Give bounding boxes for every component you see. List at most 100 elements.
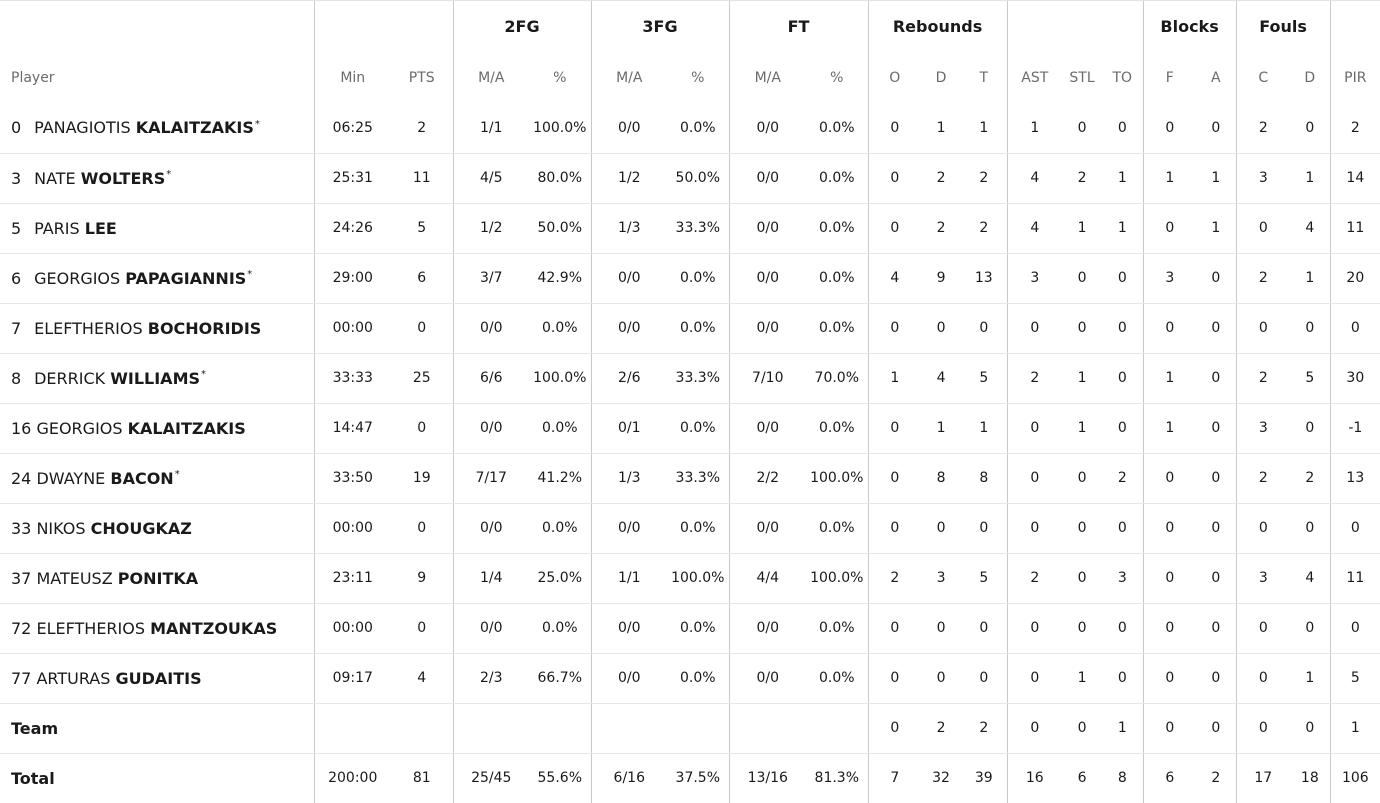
cell-to: 1 — [1102, 153, 1144, 204]
cell-reb-d: 32 — [932, 770, 950, 787]
cell-reb-o: 0 — [867, 653, 922, 704]
player-row: 72 ELEFTHERIOS MANTZOUKAS 00:00 0 0/0 0.0% 0/… — [0, 603, 1380, 654]
col-header-player: Player — [11, 69, 55, 86]
cell-blk-f: 0 — [1142, 503, 1197, 554]
starter-marker: * — [174, 469, 180, 481]
cell-pir: -1 — [1329, 403, 1380, 454]
cell-blk-a: 0 — [1196, 103, 1237, 154]
player-cell[interactable]: 8 DERRICK WILLIAMS* — [0, 353, 314, 404]
player-row: 33 NIKOS CHOUGKAZ 00:00 0 0/0 0.0% 0/0 0.0% 0/0… — [0, 503, 1380, 554]
cell-reb-t: 5 — [961, 553, 1008, 604]
cell-foul-c: 2 — [1235, 353, 1291, 404]
cell-ft-ma: 0/0 — [728, 203, 807, 254]
player-cell[interactable]: 37 MATEUSZ PONITKA — [0, 553, 314, 604]
cell-pir: 0 — [1329, 603, 1380, 654]
cell-2fg-ma — [452, 703, 529, 754]
col-header-ast: AST — [1006, 52, 1063, 103]
group-pir-spacer — [1329, 1, 1380, 52]
cell-pir: 13 — [1329, 453, 1380, 504]
cell-stl: 0 — [1062, 553, 1103, 604]
player-cell[interactable]: 72 ELEFTHERIOS MANTZOUKAS — [0, 603, 314, 654]
cell-min: 23:11 — [313, 553, 391, 604]
column-header-row: Player Min PTS M/A % M/A % M/A % O D T A… — [0, 52, 1380, 103]
cell-2fg-pct: 0.0% — [529, 503, 592, 554]
total-label: Total — [11, 768, 55, 788]
player-cell[interactable]: 0 PANAGIOTIS KALAITZAKIS* — [0, 103, 314, 154]
cell-pir: 14 — [1329, 153, 1380, 204]
cell-blk-f: 0 — [1142, 453, 1197, 504]
cell-ft-pct: 81.3% — [814, 770, 860, 787]
cell-2fg-pct: 100.0% — [529, 103, 592, 154]
cell-foul-c: 3 — [1235, 553, 1291, 604]
cell-ft-ma: 2/2 — [728, 453, 807, 504]
cell-blk-a: 1 — [1196, 153, 1237, 204]
player-cell[interactable]: 7 ELEFTHERIOS BOCHORIDIS — [0, 303, 314, 354]
player-first-name: MATEUSZ — [36, 568, 113, 588]
cell-2fg-ma: 0/0 — [452, 603, 529, 654]
cell-min: 24:26 — [313, 203, 391, 254]
player-number: 0 — [11, 118, 22, 138]
cell-blk-a: 2 — [1211, 770, 1221, 787]
cell-ft-pct: 0.0% — [806, 603, 869, 654]
cell-2fg-ma: 1/2 — [452, 203, 529, 254]
cell-2fg-pct: 100.0% — [529, 353, 592, 404]
cell-reb-o: 0 — [867, 703, 922, 754]
cell-ft-ma: 0/0 — [728, 103, 807, 154]
cell-reb-d: 0 — [921, 653, 962, 704]
player-number: 7 — [11, 318, 22, 338]
cell-ast: 1 — [1006, 103, 1063, 154]
cell-to: 0 — [1102, 603, 1144, 654]
cell-reb-o: 0 — [867, 103, 922, 154]
cell-ft-ma: 0/0 — [728, 253, 807, 304]
player-first-name: DERRICK — [34, 368, 106, 388]
cell-reb-o: 0 — [867, 503, 922, 554]
cell-reb-o: 2 — [867, 553, 922, 604]
cell-blk-f: 3 — [1142, 253, 1197, 304]
group-header-row: 2FG 3FG FT Rebounds Blocks Fouls — [0, 1, 1380, 52]
col-header-pts: PTS — [408, 69, 435, 86]
cell-ft-ma: 0/0 — [728, 153, 807, 204]
cell-3fg-ma — [590, 703, 668, 754]
cell-3fg-ma: 1/3 — [590, 453, 668, 504]
player-cell[interactable]: 33 NIKOS CHOUGKAZ — [0, 503, 314, 554]
player-cell[interactable]: 6 GEORGIOS PAPAGIANNIS* — [0, 253, 314, 304]
player-cell[interactable]: 3 NATE WOLTERS* — [0, 153, 314, 204]
cell-3fg-ma: 1/1 — [590, 553, 668, 604]
cell-3fg-pct: 0.0% — [667, 503, 730, 554]
cell-2fg-pct: 66.7% — [529, 653, 592, 704]
cell-stl: 0 — [1062, 603, 1103, 654]
cell-reb-t: 0 — [961, 653, 1008, 704]
cell-3fg-pct — [667, 703, 730, 754]
col-header-pir: PIR — [1329, 52, 1380, 103]
cell-2fg-ma: 6/6 — [452, 353, 529, 404]
player-cell[interactable]: 77 ARTURAS GUDAITIS — [0, 653, 314, 704]
cell-reb-o: 0 — [867, 203, 922, 254]
group-ast-stl-to-spacer — [1006, 1, 1144, 52]
cell-foul-d: 0 — [1290, 403, 1331, 454]
player-last-name: LEE — [84, 218, 117, 238]
cell-foul-c: 17 — [1235, 753, 1291, 803]
cell-to: 0 — [1102, 103, 1144, 154]
player-cell[interactable]: 16 GEORGIOS KALAITZAKIS — [0, 403, 314, 454]
cell-blk-a: 0 — [1196, 703, 1237, 754]
player-last-name: WOLTERS — [80, 168, 166, 188]
cell-reb-o: 0 — [867, 403, 922, 454]
player-cell[interactable]: 24 DWAYNE BACON* — [0, 453, 314, 504]
cell-ast: 4 — [1006, 203, 1063, 254]
cell-3fg-pct: 33.3% — [667, 203, 730, 254]
cell-foul-d: 1 — [1290, 153, 1331, 204]
cell-reb-o: 0 — [867, 303, 922, 354]
cell-3fg-ma: 1/3 — [590, 203, 668, 254]
cell-2fg-ma: 7/17 — [452, 453, 529, 504]
player-first-name: NATE — [34, 168, 76, 188]
cell-foul-d: 0 — [1290, 703, 1331, 754]
player-first-name: GEORGIOS — [34, 268, 121, 288]
col-header-reb-t: T — [979, 69, 989, 86]
starter-marker: * — [254, 118, 260, 130]
player-cell[interactable]: 5 PARIS LEE — [0, 203, 314, 254]
cell-pir: 1 — [1329, 703, 1380, 754]
cell-blk-f: 0 — [1142, 603, 1197, 654]
team-label: Team — [0, 703, 314, 754]
cell-pts: 0 — [391, 403, 453, 454]
